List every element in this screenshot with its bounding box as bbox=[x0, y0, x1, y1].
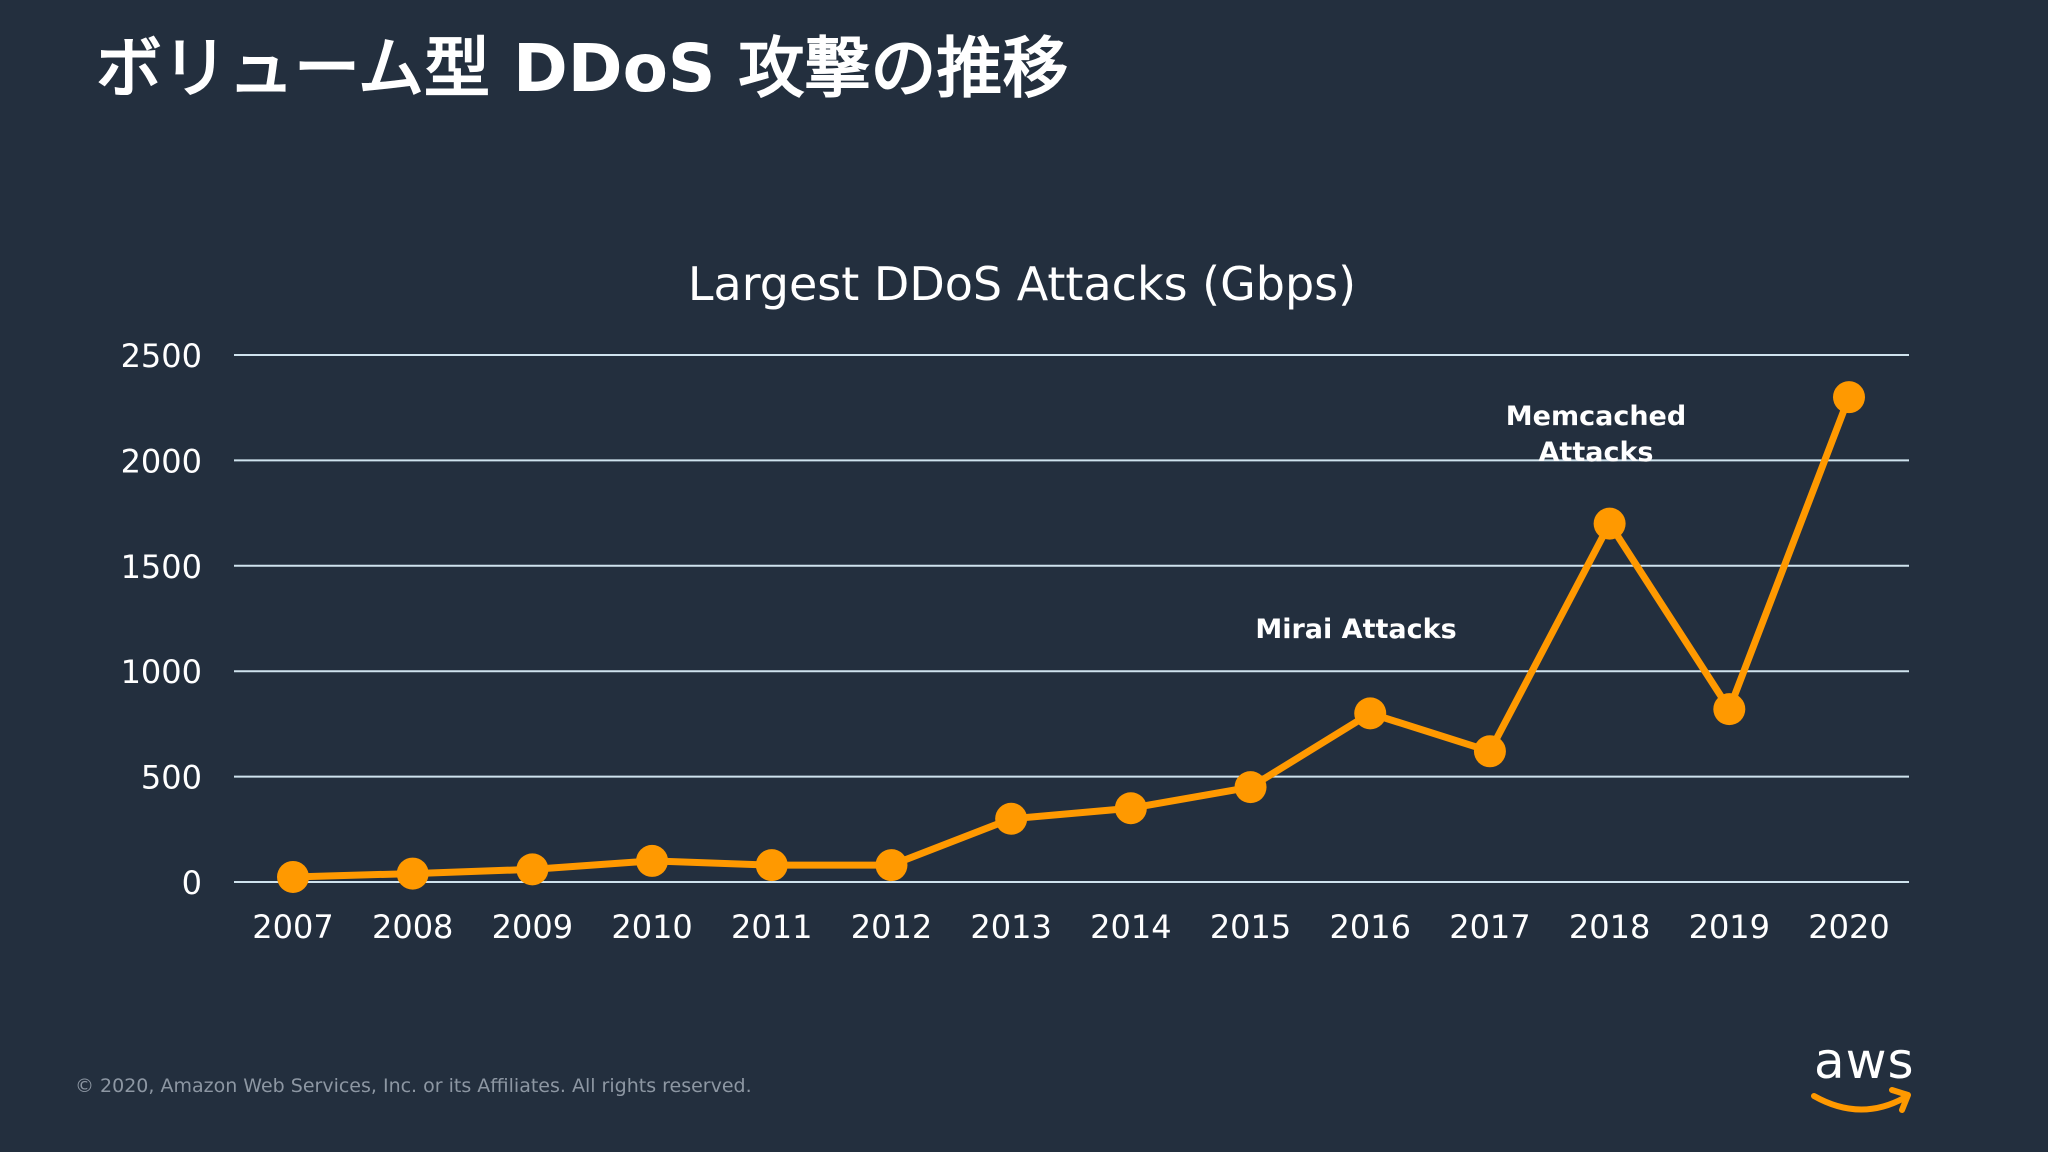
slide-title: ボリューム型 DDoS 攻撃の推移 bbox=[96, 30, 1069, 107]
data-point-2014 bbox=[1114, 792, 1147, 825]
data-point-2008 bbox=[396, 857, 429, 890]
series-line bbox=[289, 393, 1853, 881]
data-point-2016 bbox=[1354, 697, 1387, 730]
annotation-label: Attacks bbox=[1539, 437, 1654, 468]
data-point-2012 bbox=[875, 849, 908, 882]
copyright-footer: © 2020, Amazon Web Services, Inc. or its… bbox=[75, 1075, 752, 1097]
x-tick-label: 2008 bbox=[372, 908, 453, 946]
data-point-2011 bbox=[755, 849, 788, 882]
y-tick-label: 500 bbox=[141, 759, 202, 797]
x-tick-label: 2020 bbox=[1808, 908, 1889, 946]
x-tick-label: 2015 bbox=[1210, 908, 1291, 946]
x-tick-label: 2012 bbox=[851, 908, 932, 946]
data-point-2015 bbox=[1234, 771, 1267, 804]
x-tick-label: 2018 bbox=[1569, 908, 1650, 946]
aws-logo-text: aws bbox=[1814, 1032, 1915, 1090]
x-tick-label: 2011 bbox=[731, 908, 812, 946]
data-point-2020 bbox=[1833, 381, 1865, 414]
y-tick-label: 2500 bbox=[121, 337, 202, 375]
x-tick-label: 2014 bbox=[1090, 908, 1171, 946]
chart-title: Largest DDoS Attacks (Gbps) bbox=[688, 257, 1356, 311]
data-point-2017 bbox=[1473, 735, 1506, 768]
data-point-2007 bbox=[277, 860, 309, 893]
data-point-2019 bbox=[1713, 693, 1746, 726]
x-tick-label: 2009 bbox=[492, 908, 573, 946]
x-tick-label: 2007 bbox=[252, 908, 333, 946]
x-tick-label: 2017 bbox=[1449, 908, 1530, 946]
x-tick-label: 2016 bbox=[1330, 908, 1411, 946]
aws-logo: aws bbox=[1808, 1032, 1918, 1118]
data-point-2009 bbox=[516, 853, 549, 886]
y-tick-label: 1500 bbox=[121, 548, 202, 586]
aws-smile-icon bbox=[1811, 1087, 1911, 1113]
data-point-2018 bbox=[1593, 507, 1626, 540]
x-tick-label: 2013 bbox=[970, 908, 1051, 946]
data-point-2013 bbox=[995, 802, 1028, 835]
x-tick-label: 2010 bbox=[611, 908, 692, 946]
y-tick-label: 2000 bbox=[121, 442, 202, 480]
annotation-label: Memcached bbox=[1506, 401, 1686, 432]
y-tick-label: 1000 bbox=[121, 653, 202, 691]
y-tick-label: 0 bbox=[182, 864, 202, 902]
annotation-label: Mirai Attacks bbox=[1255, 614, 1456, 645]
x-tick-label: 2019 bbox=[1689, 908, 1770, 946]
data-point-2010 bbox=[636, 844, 669, 877]
